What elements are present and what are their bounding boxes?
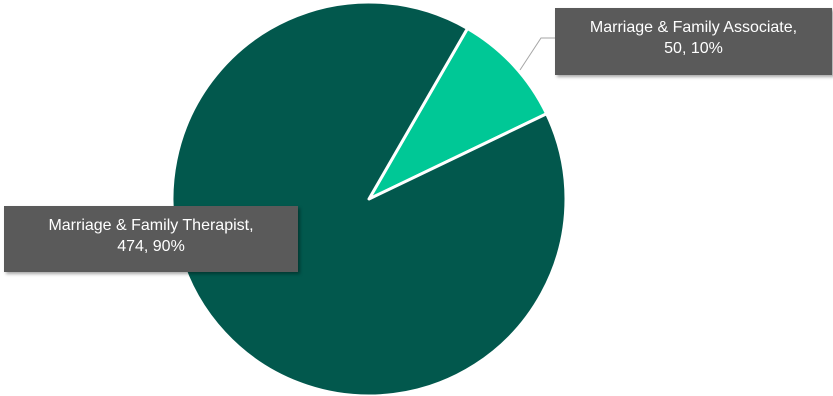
pie-slice-marriage-family-therapist	[170, 0, 568, 396]
data-label-therapist-line1: Marriage & Family Therapist,	[48, 217, 254, 234]
pie-slice-marriage-family-associate	[367, 26, 549, 201]
data-label-therapist-line2: 474, 90%	[117, 238, 185, 255]
data-label-associate: Marriage & Family Associate, 50, 10%	[555, 8, 832, 75]
data-label-associate-line2: 50, 10%	[664, 40, 723, 57]
data-label-associate-line1: Marriage & Family Associate,	[589, 19, 798, 36]
pie-slices	[170, 0, 568, 396]
leader-line-associate	[519, 37, 556, 71]
data-label-therapist: Marriage & Family Therapist, 474, 90%	[4, 206, 298, 272]
